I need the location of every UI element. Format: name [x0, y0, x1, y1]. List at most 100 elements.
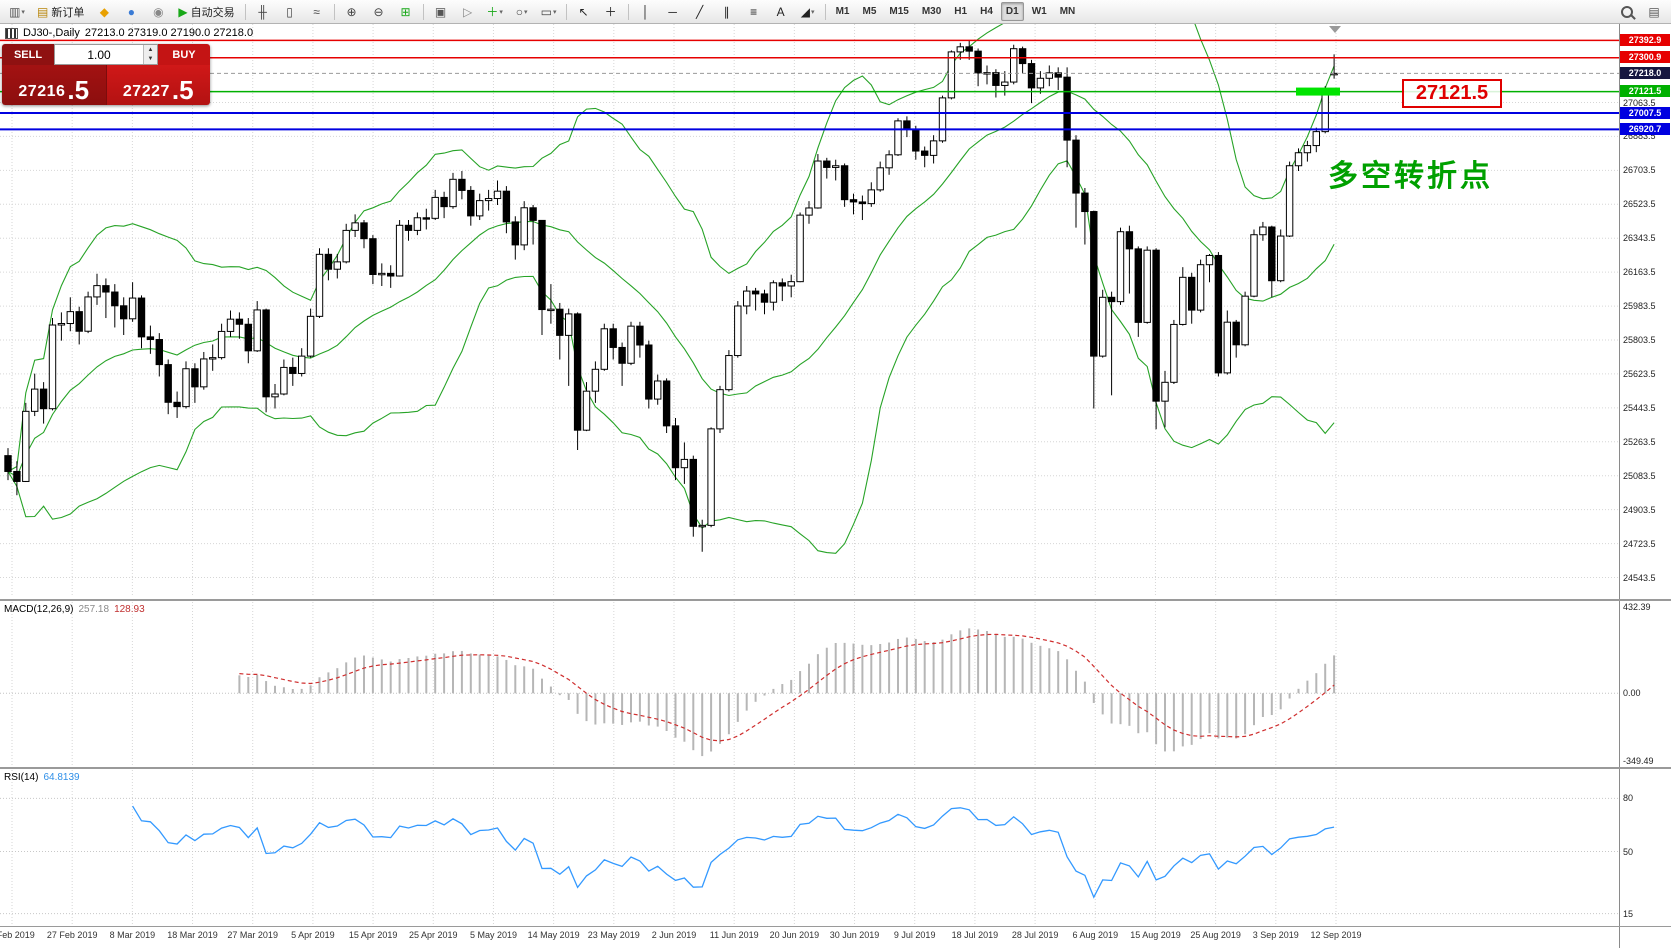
candle-body: [992, 72, 1000, 86]
candle-body: [654, 380, 662, 400]
candle-body: [173, 401, 181, 408]
candle-body: [645, 344, 653, 400]
line-chart-icon[interactable]: ≈: [304, 1, 330, 23]
text-icon[interactable]: A: [768, 1, 794, 23]
tile-windows-icon[interactable]: ⊞: [393, 1, 419, 23]
timeframe-m1[interactable]: M1: [835, 6, 850, 17]
price-tick-label: 26703.5: [1623, 165, 1656, 176]
candle-body: [342, 229, 350, 263]
arrows-tool-icon[interactable]: ◢ ▾: [795, 1, 821, 23]
sell-price[interactable]: 27216 .5: [2, 65, 107, 105]
chevron-down-icon[interactable]: ▾: [523, 8, 528, 16]
candle-body: [787, 281, 795, 287]
templates-icon: ▭: [540, 4, 552, 19]
zoom-in-icon[interactable]: ⊕: [339, 1, 365, 23]
price-tick-label: 26163.5: [1623, 267, 1656, 278]
buy-button[interactable]: BUY: [158, 44, 210, 65]
candle-body: [769, 282, 778, 303]
turning-point-annotation: 多空转折点: [1328, 160, 1493, 193]
autotrading-button[interactable]: ▶ 自动交易: [172, 1, 240, 23]
trendline-icon[interactable]: ╱: [687, 1, 713, 23]
candlestick-icon[interactable]: ▯: [277, 1, 303, 23]
zoom-out-icon[interactable]: ⊖: [366, 1, 392, 23]
candle-body: [582, 390, 591, 431]
candle-body: [1134, 248, 1142, 323]
chevron-down-icon[interactable]: ▾: [552, 8, 557, 16]
candle-body: [369, 238, 377, 275]
chevron-down-icon[interactable]: ▾: [21, 8, 25, 16]
date-label: 15 Aug 2019: [1130, 930, 1181, 940]
autotrading-button: ▶: [178, 4, 188, 19]
chevron-down-icon[interactable]: ▾: [499, 8, 503, 16]
chevron-down-icon[interactable]: ▾: [810, 8, 815, 16]
price-tick-label: 25263.5: [1623, 436, 1656, 447]
chart-shift-icon[interactable]: ▷: [455, 1, 481, 23]
pane-separator[interactable]: [0, 599, 1671, 601]
date-label: 2 Jun 2019: [651, 930, 697, 940]
zoom-in-icon: ⊕: [346, 4, 357, 19]
fibonacci-icon: ≡: [750, 4, 758, 19]
equidistant-channel-icon[interactable]: ∥: [714, 1, 740, 23]
candle-body: [484, 198, 493, 202]
candle-body: [66, 311, 74, 325]
macd-axis-label: -349.49: [1623, 756, 1654, 766]
toolbar-separator: [422, 3, 424, 20]
rsi-value: 64.8139: [43, 772, 80, 783]
data-window-icon[interactable]: ▤: [1641, 1, 1667, 23]
chart-title: DJ30-,Daily 27213.0 27319.0 27190.0 2721…: [5, 27, 253, 39]
timeframe-m5[interactable]: M5: [862, 6, 877, 17]
timeframe-mn[interactable]: MN: [1059, 6, 1076, 17]
pane-separator[interactable]: [0, 767, 1671, 769]
vertical-line-icon[interactable]: │: [633, 1, 659, 23]
candle-body: [1143, 249, 1151, 323]
volume-spinner[interactable]: ▲ ▼: [143, 45, 157, 64]
price-tick-label: 25983.5: [1623, 301, 1656, 312]
vps-icon[interactable]: ◉: [145, 1, 171, 23]
new-order-button[interactable]: ▤ 新订单: [31, 1, 90, 23]
price-tick-label: 27063.5: [1623, 97, 1656, 108]
indicators-icon[interactable]: ＋ ▾: [482, 1, 508, 23]
periods-icon[interactable]: ○ ▾: [509, 1, 535, 23]
price-tick-label: 24543.5: [1623, 572, 1656, 583]
candle-body: [698, 524, 706, 528]
timeframe-d1[interactable]: D1: [1000, 2, 1024, 21]
timeframe-m30[interactable]: M30: [921, 6, 942, 17]
candle-body: [680, 458, 689, 469]
line-chart-icon: ≈: [313, 4, 320, 19]
timeframe-m15[interactable]: M15: [889, 6, 909, 17]
search-icon[interactable]: [1614, 1, 1640, 23]
timeframe-w1[interactable]: W1: [1031, 6, 1047, 17]
candle-body: [832, 165, 840, 168]
signals-icon[interactable]: ●: [118, 1, 144, 23]
timeframe-h1[interactable]: H1: [954, 6, 968, 17]
volume-up-icon[interactable]: ▲: [144, 45, 157, 55]
level-price-label: 27121.5: [1402, 79, 1502, 108]
volume-input[interactable]: [55, 45, 143, 64]
new-chart-icon[interactable]: ▥ ▾: [4, 1, 30, 23]
arrange-windows-icon[interactable]: ▣: [428, 1, 454, 23]
horizontal-line-icon[interactable]: ─: [660, 1, 686, 23]
cursor-icon[interactable]: ↖: [571, 1, 597, 23]
rsi-line: [132, 805, 1335, 899]
bar-chart-icon[interactable]: ╫: [250, 1, 276, 23]
fibonacci-icon[interactable]: ≡: [741, 1, 767, 23]
candle-body: [217, 330, 226, 359]
sell-button[interactable]: SELL: [2, 44, 54, 65]
candle-body: [120, 305, 128, 320]
autotrading-button-label: 自动交易: [190, 6, 235, 19]
market-icon[interactable]: ◆: [91, 1, 117, 23]
volume-down-icon[interactable]: ▼: [144, 54, 157, 64]
buy-price[interactable]: 27227 .5: [106, 65, 210, 105]
rsi-label: RSI(14) 64.8139: [4, 772, 80, 783]
candle-body: [431, 196, 439, 219]
arrows-tool-icon: ◢: [800, 4, 810, 19]
candle-body: [662, 380, 671, 427]
periods-icon: ○: [515, 4, 523, 19]
price-axis[interactable]: [1619, 24, 1671, 948]
templates-icon[interactable]: ▭ ▾: [536, 1, 562, 23]
bollinger-lower: [7, 160, 1335, 554]
candle-body: [48, 324, 57, 410]
timeframe-h4[interactable]: H4: [980, 6, 993, 17]
crosshair-icon[interactable]: ＋: [598, 1, 624, 23]
